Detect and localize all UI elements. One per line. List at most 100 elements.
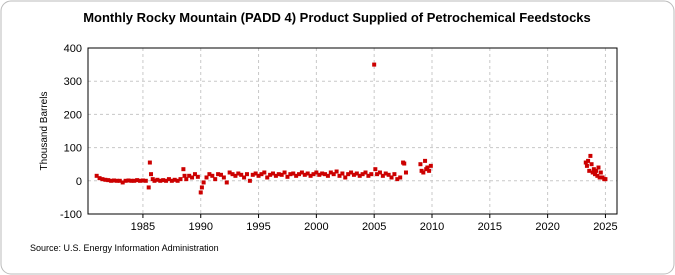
point	[343, 175, 348, 180]
point	[199, 185, 204, 190]
point	[109, 178, 114, 183]
point	[253, 171, 258, 176]
point	[334, 169, 339, 174]
point	[297, 172, 302, 177]
point	[149, 172, 154, 177]
point	[403, 170, 408, 175]
point	[192, 172, 197, 177]
x-tick-label: 1990	[188, 221, 212, 233]
x-tick-label: 1985	[131, 221, 155, 233]
point	[589, 162, 594, 167]
point	[132, 178, 137, 183]
point	[346, 172, 351, 177]
point	[590, 170, 595, 175]
point	[354, 171, 359, 176]
y-tick-label: -100	[60, 209, 82, 221]
point	[100, 177, 105, 182]
point	[239, 172, 244, 177]
point	[230, 172, 235, 177]
point	[392, 172, 397, 177]
x-tick-label: 2010	[420, 221, 444, 233]
point	[126, 178, 131, 183]
point	[123, 178, 128, 183]
point	[302, 172, 307, 177]
point	[308, 173, 313, 178]
point	[586, 158, 591, 163]
point	[331, 172, 336, 177]
point	[117, 178, 122, 183]
point	[314, 170, 319, 175]
point	[256, 173, 261, 178]
point	[164, 178, 169, 183]
point	[583, 160, 588, 165]
point	[386, 172, 391, 177]
point	[259, 172, 264, 177]
point	[213, 177, 218, 182]
point	[395, 177, 400, 182]
point	[210, 173, 215, 178]
point	[276, 172, 281, 177]
point	[369, 172, 374, 177]
point	[596, 165, 601, 170]
x-tick-label: 2005	[362, 221, 386, 233]
point	[175, 178, 180, 183]
point	[282, 170, 287, 175]
point	[340, 171, 345, 176]
point	[337, 173, 342, 178]
y-tick-label: 400	[64, 43, 82, 55]
point	[349, 170, 354, 175]
point	[152, 178, 157, 183]
point	[597, 175, 602, 180]
point	[242, 175, 247, 180]
point	[305, 171, 310, 176]
point	[135, 178, 140, 183]
point	[421, 170, 426, 175]
point	[207, 172, 212, 177]
point	[198, 190, 203, 195]
point	[236, 171, 241, 176]
point	[201, 180, 206, 185]
point	[182, 173, 187, 178]
point	[187, 173, 192, 178]
x-tick-label: 2015	[478, 221, 502, 233]
point	[172, 177, 177, 182]
point	[288, 172, 293, 177]
point	[603, 177, 608, 182]
point	[178, 177, 183, 182]
y-axis-label: Thousand Barrels	[39, 92, 50, 171]
point	[155, 177, 160, 182]
x-tick-label: 1995	[246, 221, 270, 233]
point	[279, 172, 284, 177]
point	[328, 170, 333, 175]
y-tick-label: 300	[64, 76, 82, 88]
point	[138, 178, 143, 183]
point	[418, 162, 423, 167]
point	[262, 170, 267, 175]
point	[97, 176, 102, 181]
x-tick-label: 2000	[304, 221, 328, 233]
point	[363, 170, 368, 175]
y-tick-label: 0	[76, 176, 82, 188]
point	[389, 175, 394, 180]
point	[268, 172, 273, 177]
point	[244, 172, 249, 177]
point	[273, 173, 278, 178]
point	[402, 161, 407, 166]
point	[190, 175, 195, 180]
point	[166, 177, 171, 182]
point	[423, 158, 428, 163]
point	[311, 172, 316, 177]
point	[584, 163, 589, 168]
point	[250, 172, 255, 177]
point	[325, 173, 330, 178]
point	[285, 174, 290, 179]
point	[372, 62, 377, 67]
point	[425, 165, 430, 170]
point	[221, 175, 226, 180]
point	[195, 174, 200, 179]
point	[143, 178, 148, 183]
x-tick-label: 2020	[535, 221, 559, 233]
point	[323, 172, 328, 177]
